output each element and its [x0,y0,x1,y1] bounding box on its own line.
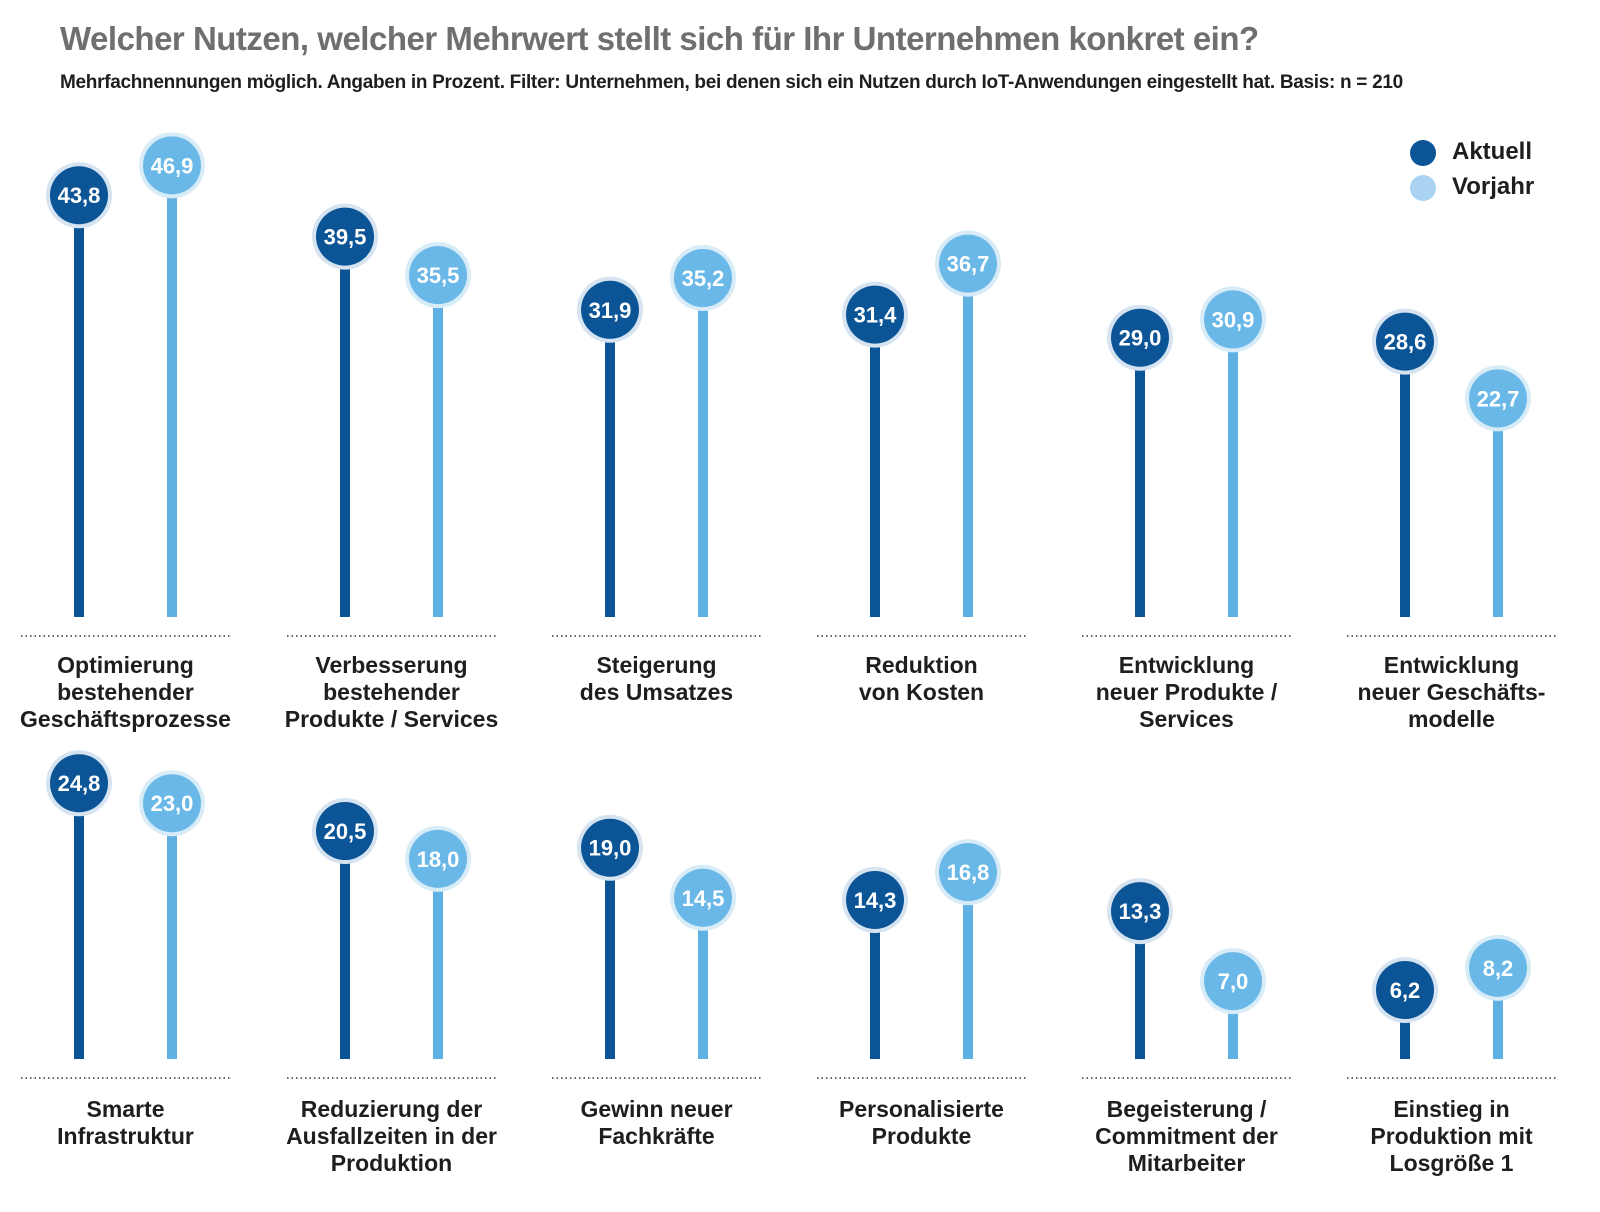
value-label-vorjahr: 18,0 [417,847,460,872]
stem-aktuell [870,899,880,1059]
marker-vorjahr [1204,952,1262,1011]
marker-aktuell [50,754,108,813]
stem-aktuell [1400,990,1410,1059]
category-label: Entwicklung neuer Produkte / Services [1095,652,1278,732]
value-label-vorjahr: 14,5 [682,886,725,911]
marker-vorjahr [674,868,732,927]
stem-aktuell [605,309,615,617]
marker-aktuell [50,166,108,225]
value-label-aktuell: 20,5 [324,819,367,844]
legend-item-vorjahr: Vorjahr [1410,173,1590,203]
marker-vorjahr [939,843,997,902]
value-label-vorjahr: 23,0 [151,791,194,816]
marker-aktuell [316,802,374,861]
marker-vorjahr [409,829,467,888]
category-label: Gewinn neuer Fachkräfte [580,1096,733,1149]
stem-vorjahr [963,263,973,617]
legend-item-aktuell: Aktuell [1410,138,1590,168]
marker-aktuell [1376,312,1434,371]
stem-aktuell [340,236,350,618]
stem-vorjahr [167,165,177,617]
marker-vorjahr [939,234,997,293]
category-label: Smarte Infrastruktur [57,1096,194,1149]
marker-aktuell [581,818,639,877]
stem-aktuell [605,847,615,1059]
stem-vorjahr [1228,319,1238,617]
marker-vorjahr [1204,290,1262,349]
value-label-vorjahr: 35,2 [682,266,725,291]
category-label: Optimierung bestehender Geschäftsprozess… [20,652,231,732]
marker-vorjahr [1469,938,1527,997]
value-label-aktuell: 31,9 [589,298,632,323]
stem-vorjahr [433,275,443,617]
category-label: Reduzierung der Ausfallzeiten in der Pro… [286,1096,497,1176]
stem-aktuell [1135,337,1145,617]
value-label-aktuell: 28,6 [1384,330,1427,355]
category-label: Reduktion von Kosten [858,652,985,705]
stem-vorjahr [963,872,973,1059]
marker-aktuell [846,870,904,929]
value-label-vorjahr: 22,7 [1477,386,1520,411]
stem-aktuell [1400,341,1410,617]
value-label-aktuell: 39,5 [324,225,367,250]
category-label: Begeisterung / Commitment der Mitarbeite… [1095,1096,1278,1176]
chart-title: Welcher Nutzen, welcher Mehrwert stellt … [60,20,1259,57]
marker-aktuell [316,207,374,266]
value-label-vorjahr: 7,0 [1218,969,1249,994]
stem-vorjahr [167,803,177,1059]
marker-aktuell [1111,882,1169,941]
marker-aktuell [1376,961,1434,1020]
value-label-aktuell: 24,8 [58,771,101,796]
category-label: Entwicklung neuer Geschäfts- modelle [1357,652,1546,732]
marker-vorjahr [143,136,201,195]
stem-aktuell [1135,911,1145,1059]
legend-label-vorjahr: Vorjahr [1452,173,1535,200]
value-label-aktuell: 31,4 [854,303,898,328]
marker-vorjahr [1469,369,1527,428]
value-label-vorjahr: 16,8 [947,860,990,885]
marker-aktuell [846,285,904,344]
marker-vorjahr [674,249,732,308]
value-label-vorjahr: 35,5 [417,263,460,288]
marker-aktuell [1111,308,1169,367]
value-label-aktuell: 6,2 [1390,978,1421,1003]
chart-subtitle: Mehrfachnennungen möglich. Angaben in Pr… [60,72,1403,93]
marker-vorjahr [143,774,201,833]
marker-vorjahr [409,246,467,305]
legend-swatch-vorjahr [1410,175,1436,201]
value-label-vorjahr: 36,7 [947,252,990,277]
value-label-vorjahr: 8,2 [1483,956,1514,981]
stem-aktuell [870,314,880,617]
value-label-vorjahr: 30,9 [1212,307,1255,332]
stem-aktuell [74,195,84,617]
value-label-aktuell: 19,0 [589,836,632,861]
value-label-aktuell: 14,3 [854,888,897,913]
stem-vorjahr [1493,398,1503,617]
stem-vorjahr [698,278,708,617]
stem-vorjahr [433,858,443,1059]
stem-vorjahr [698,897,708,1059]
stem-aktuell [340,831,350,1059]
legend-label-aktuell: Aktuell [1452,138,1533,165]
stem-vorjahr [1228,981,1238,1059]
stem-vorjahr [1493,967,1503,1059]
stem-aktuell [74,783,84,1059]
marker-aktuell [581,280,639,339]
value-label-aktuell: 29,0 [1119,326,1162,351]
value-label-aktuell: 43,8 [58,183,101,208]
category-label: Verbesserung bestehender Produkte / Serv… [284,652,499,732]
legend-swatch-aktuell [1410,140,1436,166]
value-label-aktuell: 13,3 [1119,899,1162,924]
category-label: Einstieg in Produktion mit Losgröße 1 [1370,1096,1533,1176]
category-label: Personalisierte Produkte [839,1096,1004,1149]
category-label: Steigerung des Umsatzes [579,652,734,705]
value-label-vorjahr: 46,9 [151,153,194,178]
